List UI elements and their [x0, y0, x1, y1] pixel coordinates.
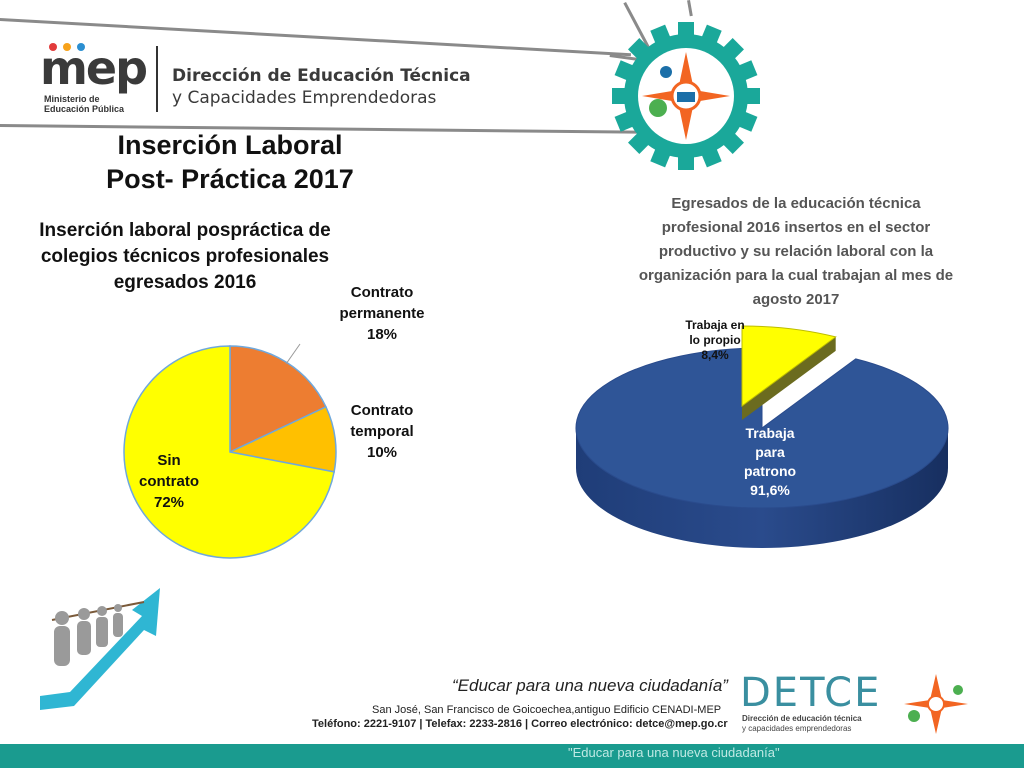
mep-logo-word: mep	[40, 41, 148, 95]
main-title-line1: Inserción Laboral	[117, 130, 343, 160]
label-propio-line2: lo propio	[689, 333, 741, 347]
teamwork-illustration	[40, 588, 160, 710]
pie-side-trabaja-para-patrono	[576, 428, 948, 548]
right-chart-title-line3: productivo y su relación laboral con la	[658, 243, 934, 260]
label-sin-line1: Sin	[157, 452, 181, 469]
footer-address: San José, San Francisco de Goicoechea,an…	[372, 704, 722, 716]
pie-side-trabaja-en-lo-propio	[742, 336, 836, 420]
mep-logo-dots	[49, 43, 85, 51]
label-sin-line2: contrato	[139, 473, 199, 490]
pie-slice-trabaja-para-patrono	[575, 347, 949, 509]
detce-emblem	[612, 22, 760, 170]
detce-logo-word: DETCE	[740, 670, 882, 716]
mep-sub-line1: Ministerio de	[44, 94, 100, 104]
leader-line-permanente	[285, 343, 301, 365]
detce-small-emblem	[904, 674, 968, 734]
label-permanente-line1: Contrato	[350, 284, 414, 301]
left-chart-title-line3: egresados 2016	[113, 272, 257, 293]
label-permanente-line2: permanente	[339, 305, 425, 322]
left-chart-title-line1: Inserción laboral pospráctica de	[39, 220, 331, 241]
label-contrato-permanente: Contrato permanente 18%	[322, 282, 442, 345]
footer-contact: Teléfono: 2221-9107 | Telefax: 2233-2816…	[312, 718, 728, 730]
label-propio-value: 8,4%	[701, 348, 729, 362]
pie-chart-employment-contract	[123, 343, 337, 559]
label-trabaja-propio: Trabaja en lo propio 8,4%	[672, 318, 758, 363]
main-title: Inserción Laboral Post- Práctica 2017	[60, 128, 400, 196]
label-patrono-line3: patrono	[743, 463, 797, 479]
label-propio-line1: Trabaja en	[685, 318, 745, 332]
pie-slice-trabaja-en-lo-propio	[741, 325, 837, 407]
pie-slice-sin-contrato	[123, 345, 336, 559]
detce-logo-sub1: Dirección de educación técnica	[742, 714, 862, 723]
right-chart-title: Egresados de la educación técnica profes…	[612, 192, 980, 312]
label-permanente-value: 18%	[366, 326, 398, 343]
org-name-line1: Dirección de Educación Técnica	[172, 66, 471, 86]
detce-logo-sub2: y capacidades emprendedoras	[742, 724, 852, 733]
label-temporal-line2: temporal	[350, 423, 414, 440]
label-contrato-temporal: Contrato temporal 10%	[334, 400, 430, 463]
label-patrono-line2: para	[755, 444, 785, 460]
label-sin-contrato: Sin contrato 72%	[124, 450, 214, 513]
header-divider	[156, 46, 158, 112]
label-sin-value: 72%	[153, 494, 185, 511]
mep-sub-line2: Educación Pública	[44, 104, 125, 114]
label-patrono-line1: Trabaja	[745, 425, 795, 441]
right-chart-title-line5: agosto 2017	[752, 291, 840, 308]
left-chart-title: Inserción laboral pospráctica de colegio…	[20, 218, 350, 296]
pie-chart-work-relation	[575, 325, 949, 548]
right-chart-title-line2: profesional 2016 insertos en el sector	[661, 219, 931, 236]
mep-logo-subtitle: Ministerio de Educación Pública	[44, 94, 124, 114]
mep-logo: mep Ministerio de Educación Pública	[40, 41, 150, 116]
org-name-line2: y Capacidades Emprendedoras	[172, 88, 437, 108]
footer-bar	[0, 744, 1024, 768]
main-title-line2: Post- Práctica 2017	[106, 164, 354, 194]
header-line-diag-2	[687, 0, 693, 17]
label-trabaja-patrono: Trabaja para patrono 91,6%	[722, 424, 818, 500]
label-temporal-line1: Contrato	[350, 402, 414, 419]
right-chart-title-line1: Egresados de la educación técnica	[671, 195, 921, 212]
right-chart-title-line4: organización para la cual trabajan al me…	[638, 267, 954, 284]
footer-bar-text: "Educar para una nueva ciudadanía"	[568, 745, 780, 760]
footer-quote: “Educar para una nueva ciudadanía”	[452, 676, 728, 695]
left-chart-title-line2: colegios técnicos profesionales	[40, 246, 330, 267]
label-patrono-value: 91,6%	[750, 482, 790, 498]
label-temporal-value: 10%	[366, 444, 398, 461]
